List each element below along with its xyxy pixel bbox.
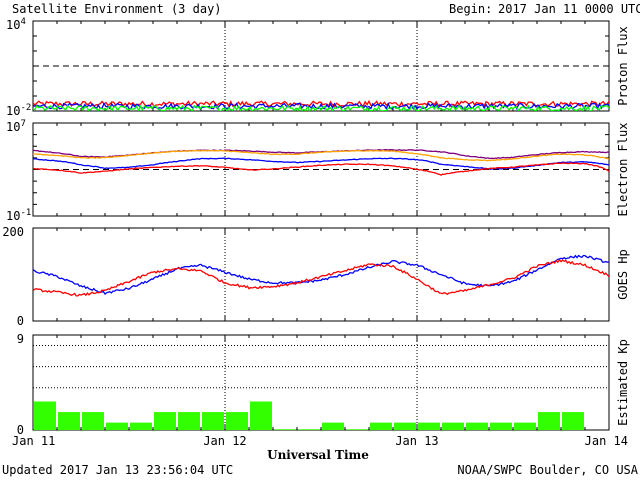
plots (33, 21, 609, 430)
kp-bar (154, 412, 176, 430)
chart-title: Satellite Environment (3 day) (12, 2, 222, 16)
kp-bar (58, 412, 80, 430)
proton-series-blue (33, 102, 609, 111)
kp-bar (298, 429, 320, 430)
updated-timestamp: Updated 2017 Jan 13 23:56:04 UTC (2, 463, 233, 477)
goes_hp-y-axis-label: GOES Hp (616, 249, 630, 300)
electron-y-tick-label: 107 (6, 119, 26, 134)
kp-frame (32, 334, 610, 431)
kp-y-tick-label: 0 (17, 423, 24, 437)
kp-y-tick-label: 9 (17, 332, 24, 346)
proton-series-red (33, 99, 609, 108)
kp-bar (250, 401, 272, 430)
goes_hp-y-tick-label: 0 (17, 314, 24, 328)
kp-bar (490, 422, 512, 430)
proton-plot-area (33, 21, 609, 111)
x-tick-label: Jan 13 (395, 434, 438, 448)
electron-plot-area (33, 123, 609, 216)
electron-series-red (33, 162, 609, 176)
kp-bar (106, 422, 128, 430)
begin-label: Begin: (449, 2, 492, 16)
kp-bar (538, 412, 560, 430)
begin-value: 2017 Jan 11 0000 UTC (498, 2, 640, 16)
kp-bar (370, 422, 392, 430)
x-tick-label: Jan 11 (12, 434, 55, 448)
electron-y-axis-label: Electron Flux (616, 123, 630, 217)
electron-series-blue (33, 157, 609, 170)
kp-bar (202, 412, 224, 430)
panels: 104 10-2 Proton Flux 107 10-1 Electron Flux 20… (2, 17, 630, 437)
proton-y-axis-label: Proton Flux (616, 26, 630, 105)
kp-bar (178, 412, 200, 430)
kp-bar (322, 422, 344, 430)
kp-bar (442, 422, 464, 430)
electron-series-orange (33, 149, 609, 162)
kp-bar (130, 422, 152, 430)
credit-text: NOAA/SWPC Boulder, CO USA (457, 463, 638, 477)
kp-y-axis-label: Estimated Kp (616, 339, 630, 426)
goes_hp-frame (32, 227, 610, 322)
x-tick-label: Jan 12 (203, 434, 246, 448)
kp-bar (466, 422, 488, 430)
x-axis-title: Universal Time (267, 448, 369, 462)
goes_hp-series-blue (33, 254, 609, 295)
kp-bar (394, 422, 416, 430)
proton-frame (32, 20, 610, 112)
kp-bar (82, 412, 104, 430)
proton-y-tick-label: 10-2 (6, 103, 31, 118)
kp-bar (34, 401, 56, 430)
electron-y-tick-label: 10-1 (6, 208, 31, 223)
x-tick-labels: Jan 11 Jan 12 Jan 13 Jan 14 (12, 434, 628, 448)
kp-bar (274, 429, 296, 430)
kp-bar (418, 422, 440, 430)
kp-plot-area (33, 335, 609, 430)
proton-series-green (33, 104, 609, 111)
x-tick-label: Jan 14 (585, 434, 628, 448)
goes_hp-y-tick-label: 200 (2, 225, 24, 239)
kp-bar (226, 412, 248, 430)
goes_hp-series-red (33, 258, 609, 297)
kp-bar (562, 412, 584, 430)
kp-bar (346, 429, 368, 430)
kp-bar (514, 422, 536, 430)
goes_hp-plot-area (33, 228, 609, 321)
proton-y-tick-label: 104 (6, 17, 26, 32)
